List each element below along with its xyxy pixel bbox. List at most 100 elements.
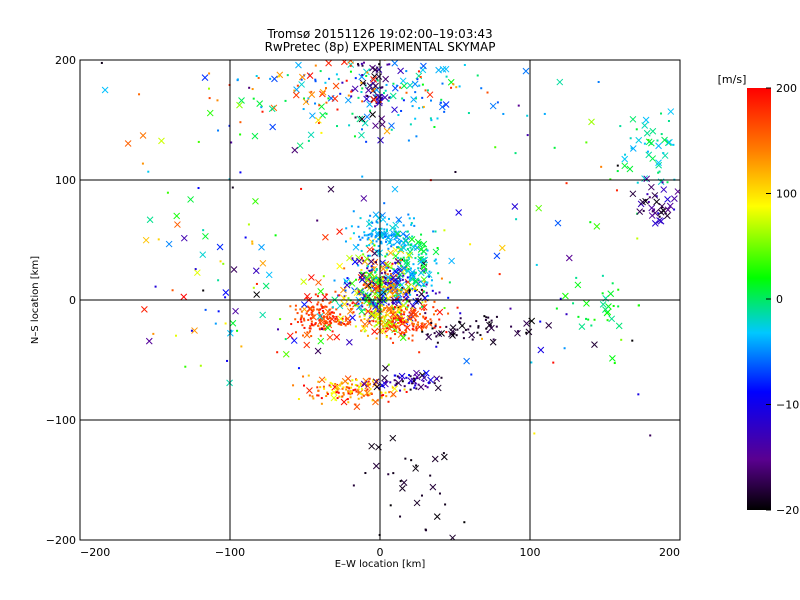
data-point-cross [193,269,201,277]
data-point-dot [631,339,634,342]
data-point-dot [392,317,395,320]
data-point-dot [435,345,438,348]
data-point-cross [330,389,338,396]
data-point-cross [425,320,433,327]
data-point-dot [401,286,404,289]
data-point-cross [641,175,648,182]
data-point-dot [231,186,234,189]
data-point-dot [362,259,365,262]
data-point-dot [390,267,393,270]
data-point-cross [216,243,224,251]
data-point-dot [408,217,411,220]
data-point-dot [371,239,374,242]
data-point-cross [389,311,397,318]
data-point-dot [359,298,362,301]
data-point-dot [379,285,382,288]
data-point-dot [274,234,277,237]
data-point-dot [467,112,470,115]
data-point-dot [317,380,320,383]
data-point-cross [643,175,651,183]
data-point-dot [226,359,229,362]
data-point-dot [673,208,676,211]
data-point-cross [593,223,601,230]
data-point-dot [399,315,402,318]
data-point-cross [391,84,399,92]
data-point-dot [387,234,390,237]
data-point-cross [371,328,378,336]
data-point-dot [411,339,414,342]
data-point-dot [405,280,408,283]
colorbar-tick-label: 200 [776,82,797,95]
data-point-dot [415,387,418,390]
data-point-cross [356,287,364,295]
data-point-dot [324,305,327,308]
data-point-dot [365,74,368,77]
data-point-dot [361,175,364,178]
data-point-cross [358,115,366,123]
data-point-dot [352,484,355,487]
data-point-cross [664,206,672,214]
data-point-dot [364,472,367,475]
data-point-cross [351,85,359,93]
data-point-dot [334,290,337,293]
data-point-dot [402,256,405,259]
data-point-dot [138,93,141,96]
data-point-dot [331,306,334,309]
data-point-dot [349,321,352,324]
data-point-dot [394,333,397,336]
data-point-dot [517,104,520,107]
data-point-dot [611,282,614,285]
data-point-cross [371,66,379,73]
data-point-dot [655,195,658,198]
data-point-cross [292,91,300,99]
data-point-dot [616,170,619,173]
data-point-dot [394,306,397,309]
data-point-dot [443,307,446,310]
data-point-dot [356,384,359,387]
data-point-dot [346,323,349,326]
data-point-dot [419,241,422,244]
data-point-dot [255,282,258,285]
data-point-dot [395,297,398,300]
data-point-dot [324,81,327,84]
data-point-dot [326,313,329,316]
data-point-dot [387,303,390,306]
data-point-dot [369,388,372,391]
data-point-dot [239,171,242,174]
data-point-dot [371,230,374,233]
data-point-dot [543,112,546,115]
data-point-dot [327,97,330,100]
data-point-cross [387,249,394,257]
data-point-dot [255,75,258,78]
data-point-dot [380,396,383,399]
data-point-dot [319,314,322,317]
data-point-dot [344,324,347,327]
data-point-dot [333,55,335,57]
data-point-dot [297,367,300,370]
data-point-dot [346,303,349,306]
data-point-cross [420,303,428,311]
data-point-dot [405,325,408,328]
data-point-cross [316,313,324,320]
data-point-dot [387,323,390,326]
data-point-dot [342,386,345,389]
data-point-cross [493,252,501,260]
data-point-dot [372,379,375,382]
data-point-cross [364,282,372,289]
data-point-dot [398,299,401,302]
data-point-cross [389,390,397,398]
data-point-dot [458,85,461,88]
data-point-dot [374,236,377,239]
data-point-dot [376,309,379,312]
data-point-cross [303,331,311,339]
data-point-cross [406,81,414,89]
data-point-dot [525,331,528,334]
data-point-dot [312,397,315,400]
data-point-dot [657,212,660,215]
data-point-dot [202,289,205,292]
data-point-dot [359,238,362,241]
data-point-dot [629,137,632,140]
data-point-cross [337,315,345,323]
data-point-dot [374,227,377,230]
data-point-dot [357,302,360,305]
